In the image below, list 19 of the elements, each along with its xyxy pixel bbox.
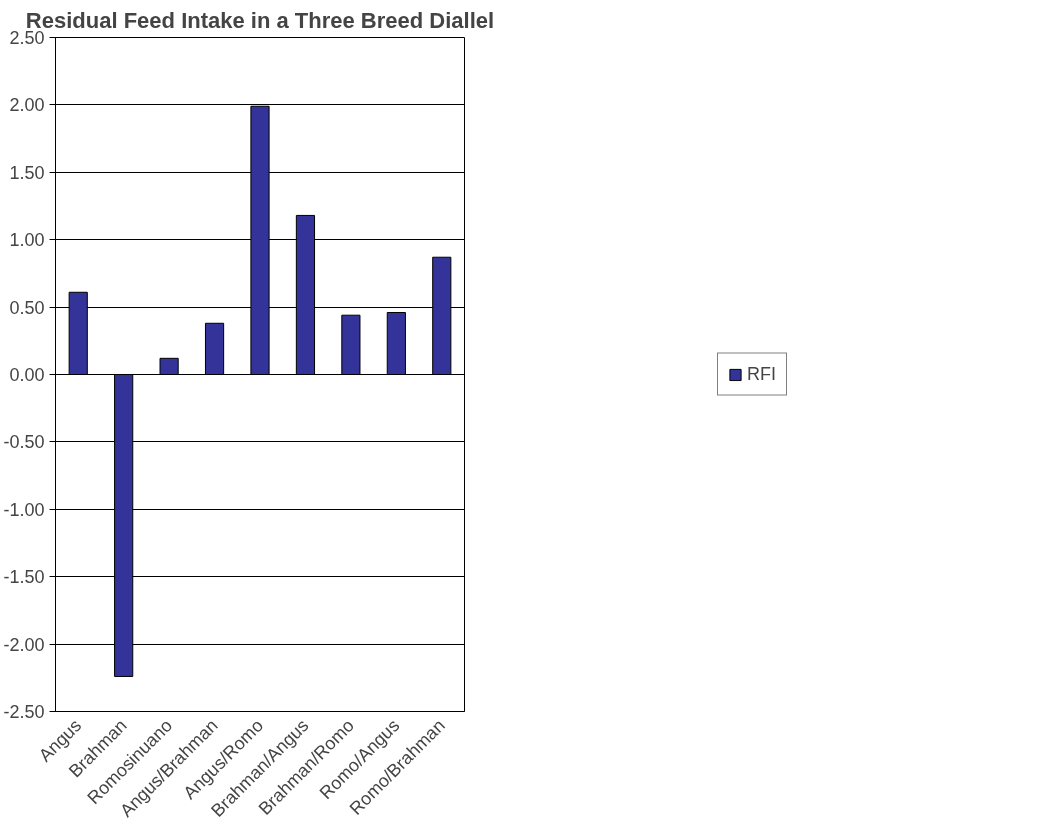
bar [341, 314, 361, 375]
bar [204, 322, 225, 375]
legend-label: RFI [747, 363, 776, 385]
y-tick-label: 1.50 [9, 162, 45, 183]
y-tick-label: -1.00 [3, 499, 45, 520]
y-tick-label: -1.50 [3, 567, 45, 588]
y-tick-label: -2.50 [3, 702, 45, 722]
y-tick-label: -2.00 [3, 634, 45, 655]
y-tick-label: 0.50 [9, 297, 45, 318]
y-tick-label: 1.00 [9, 230, 45, 251]
y-tick-label: 0.00 [9, 365, 45, 385]
y-tick-label: -0.50 [3, 432, 45, 453]
bar [432, 256, 452, 375]
y-tick-label: 2.50 [9, 28, 45, 48]
bar [68, 291, 88, 375]
bar [386, 311, 406, 375]
bar [159, 357, 179, 375]
bar [295, 214, 316, 375]
y-tick-label: 2.00 [9, 95, 45, 116]
